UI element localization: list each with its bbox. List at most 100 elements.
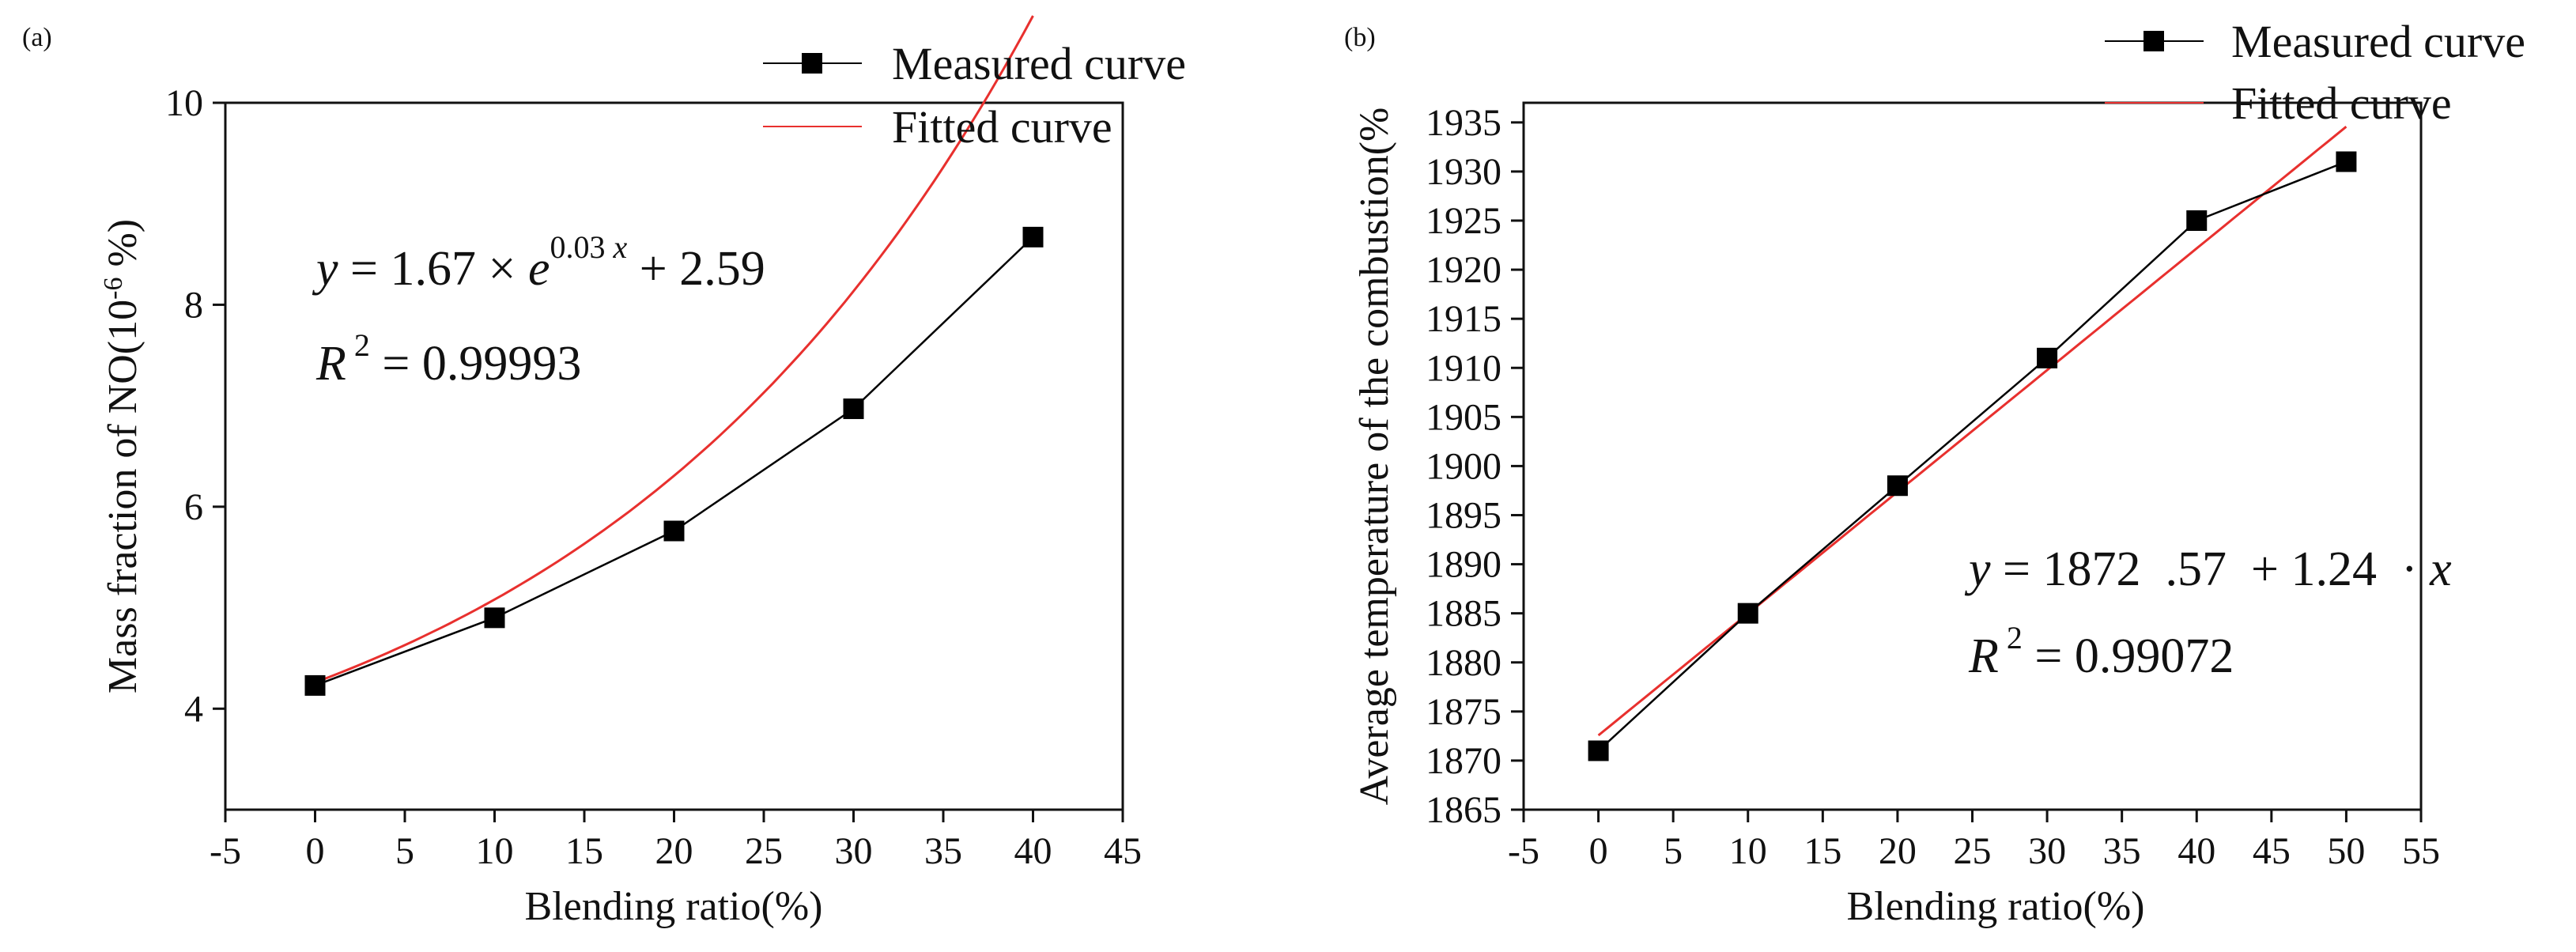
panel-a-x-tick-label: 10 xyxy=(476,830,514,872)
panel-b-y-tick-label: 1865 xyxy=(1426,789,1501,831)
panel-a-x-tick-label: 25 xyxy=(745,830,783,872)
panel-a-measured-line xyxy=(315,236,1034,687)
panel-b-y-tick-label: 1930 xyxy=(1426,151,1501,193)
panel-b-r2-val: = 0.99072 xyxy=(2023,629,2234,683)
panel-a-x-tick-label: 30 xyxy=(835,830,873,872)
panel-a-eq-rhs-b: + 2.59 xyxy=(627,242,765,296)
panel-b-measured-point xyxy=(2336,151,2357,172)
panel-a-measured-point xyxy=(1022,226,1044,247)
panel-b-y-tick-label: 1875 xyxy=(1426,691,1501,733)
panel-b-y-tick-label: 1905 xyxy=(1426,396,1501,438)
panel-b-x-tick-label: 40 xyxy=(2178,830,2215,872)
panel-b-x-tick-label: 20 xyxy=(1879,830,1917,872)
panel-b-y-tick-label: 1920 xyxy=(1426,249,1501,291)
panel-b-measured-point xyxy=(1588,740,1609,761)
panel-b-r2-sup: 2 xyxy=(2007,620,2023,655)
panel-b-y-tick-label: 1910 xyxy=(1426,347,1501,389)
panel-b-fit-equation: y = 1872 .57 + 1.24 · x xyxy=(1964,542,2452,596)
panel-a-eq-y: y xyxy=(312,242,338,296)
panel-b-y-tick-label: 1880 xyxy=(1426,642,1501,684)
panel-b-measured-point xyxy=(2037,347,2058,368)
panel-a-x-tick-label: 5 xyxy=(395,830,414,872)
panel-b-measured-point xyxy=(1887,475,1908,497)
panel-b-measured-point xyxy=(1737,603,1758,624)
panel-b-measured-line xyxy=(1597,161,2347,752)
panel-a-legend-measured-marker xyxy=(802,53,822,74)
panel-a-r2-val: = 0.99993 xyxy=(370,337,581,391)
panel-a-eq-exp-num: 0.03 xyxy=(550,229,606,265)
panel-a-eq-exp-x: x xyxy=(606,229,628,265)
panel-b-y-tick-label: 1885 xyxy=(1426,593,1501,635)
panel-a-fit-equation: y = 1.67 × e0.03 x + 2.59 xyxy=(312,229,765,296)
panel-b-ticks: -5 0 5 10 15 20 25 30 35 40 45 50 55 1865 1870 1875 1880… xyxy=(1426,102,2440,872)
panel-a-x-tick-label: 45 xyxy=(1104,830,1142,872)
panel-b-marks xyxy=(1588,126,2357,761)
panel-a-r2-sup: 2 xyxy=(354,327,370,363)
panel-b-legend-fitted-label: Fitted curve xyxy=(2231,77,2452,129)
panel-a-y-axis-label-sup: -6 xyxy=(99,278,128,300)
panel-b-label: (b) xyxy=(1344,23,1376,52)
panel-b-y-tick-label: 1915 xyxy=(1426,298,1501,340)
panel-b: (b) -5 0 5 10 15 20 25 30 35 40 45 50 55 1865 1870 1875… xyxy=(1344,16,2525,929)
panel-a-x-tick-label: 35 xyxy=(924,830,962,872)
panel-a-y-tick-label: 6 xyxy=(184,486,203,528)
panel-b-y-tick-label: 1925 xyxy=(1426,200,1501,242)
panel-a-legend-fitted-label: Fitted curve xyxy=(892,101,1112,153)
panel-b-y-tick-label: 1870 xyxy=(1426,740,1501,782)
panel-b-fitted-curve xyxy=(1597,126,2347,737)
panel-b-eq-y: y xyxy=(1964,542,1991,596)
panel-b-y-tick-label: 1935 xyxy=(1426,102,1501,144)
panel-b-x-tick-label: 50 xyxy=(2327,830,2365,872)
panel-a-eq-e: e xyxy=(528,242,550,296)
panel-b-x-tick-label: 10 xyxy=(1729,830,1767,872)
panel-a-measured-point xyxy=(304,674,326,696)
panel-b-x-tick-label: 55 xyxy=(2402,830,2440,872)
panel-a-measured-point xyxy=(484,607,505,629)
panel-b-x-tick-label: 35 xyxy=(2103,830,2141,872)
panel-a-ticks: -5 0 5 10 15 20 25 30 35 40 45 4 6 8 10 xyxy=(165,82,1142,872)
panel-a-y-tick-label: 10 xyxy=(165,82,203,124)
panel-a-x-tick-label: 15 xyxy=(565,830,603,872)
panel-a-measured-point xyxy=(843,398,864,419)
panel-a-marks xyxy=(304,15,1044,696)
panel-b-legend-measured-label: Measured curve xyxy=(2231,16,2525,67)
panel-a-fitted-curve xyxy=(314,15,1034,684)
panel-a-x-tick-label: 40 xyxy=(1014,830,1052,872)
panel-a-legend-measured-label: Measured curve xyxy=(892,38,1186,89)
panel-b-y-axis-label: Average temperature of the combustion(% xyxy=(1352,108,1397,806)
panel-a-y-axis-label-unit: %) xyxy=(100,219,145,278)
panel-b-x-axis-label: Blending ratio(%) xyxy=(1847,884,2145,929)
panel-a-r2-r: R xyxy=(315,337,346,391)
panel-b-x-tick-label: 15 xyxy=(1804,830,1841,872)
panel-a-y-axis-label: Mass fraction of NO(10-6 %) xyxy=(99,219,145,693)
panel-a-y-axis-label-main: Mass fraction of NO(10 xyxy=(100,300,145,693)
panel-a-y-tick-label: 8 xyxy=(184,284,203,326)
panel-b-eq-rhs: = 1872 .57 + 1.24 · xyxy=(1991,542,2431,596)
panel-a-y-tick-label: 4 xyxy=(184,688,203,730)
panel-b-r2-r: R xyxy=(1968,629,1999,683)
panel-b-y-tick-label: 1895 xyxy=(1426,495,1501,537)
panel-b-eq-x: x xyxy=(2429,542,2452,596)
panel-b-y-tick-label: 1890 xyxy=(1426,544,1501,586)
panel-a-plot-frame xyxy=(224,101,1124,811)
panel-a-x-tick-label: 20 xyxy=(655,830,693,872)
panel-b-x-tick-label: 5 xyxy=(1664,830,1683,872)
panel-b-x-tick-label: -5 xyxy=(1508,830,1539,872)
panel-a-x-axis-label: Blending ratio(%) xyxy=(525,884,823,929)
panel-b-x-tick-label: 25 xyxy=(1954,830,1992,872)
panel-b-x-tick-label: 45 xyxy=(2253,830,2291,872)
panel-b-x-tick-label: 30 xyxy=(2028,830,2066,872)
panel-a-label: (a) xyxy=(22,23,52,52)
panel-b-plot-frame xyxy=(1522,101,2423,811)
panel-b-legend: Measured curve Fitted curve xyxy=(2105,16,2525,129)
panel-a-legend: Measured curve Fitted curve xyxy=(763,38,1186,153)
panel-a-x-tick-label: 0 xyxy=(306,830,325,872)
panel-b-measured-point xyxy=(2186,210,2208,231)
panel-b-legend-measured-marker xyxy=(2144,31,2164,51)
